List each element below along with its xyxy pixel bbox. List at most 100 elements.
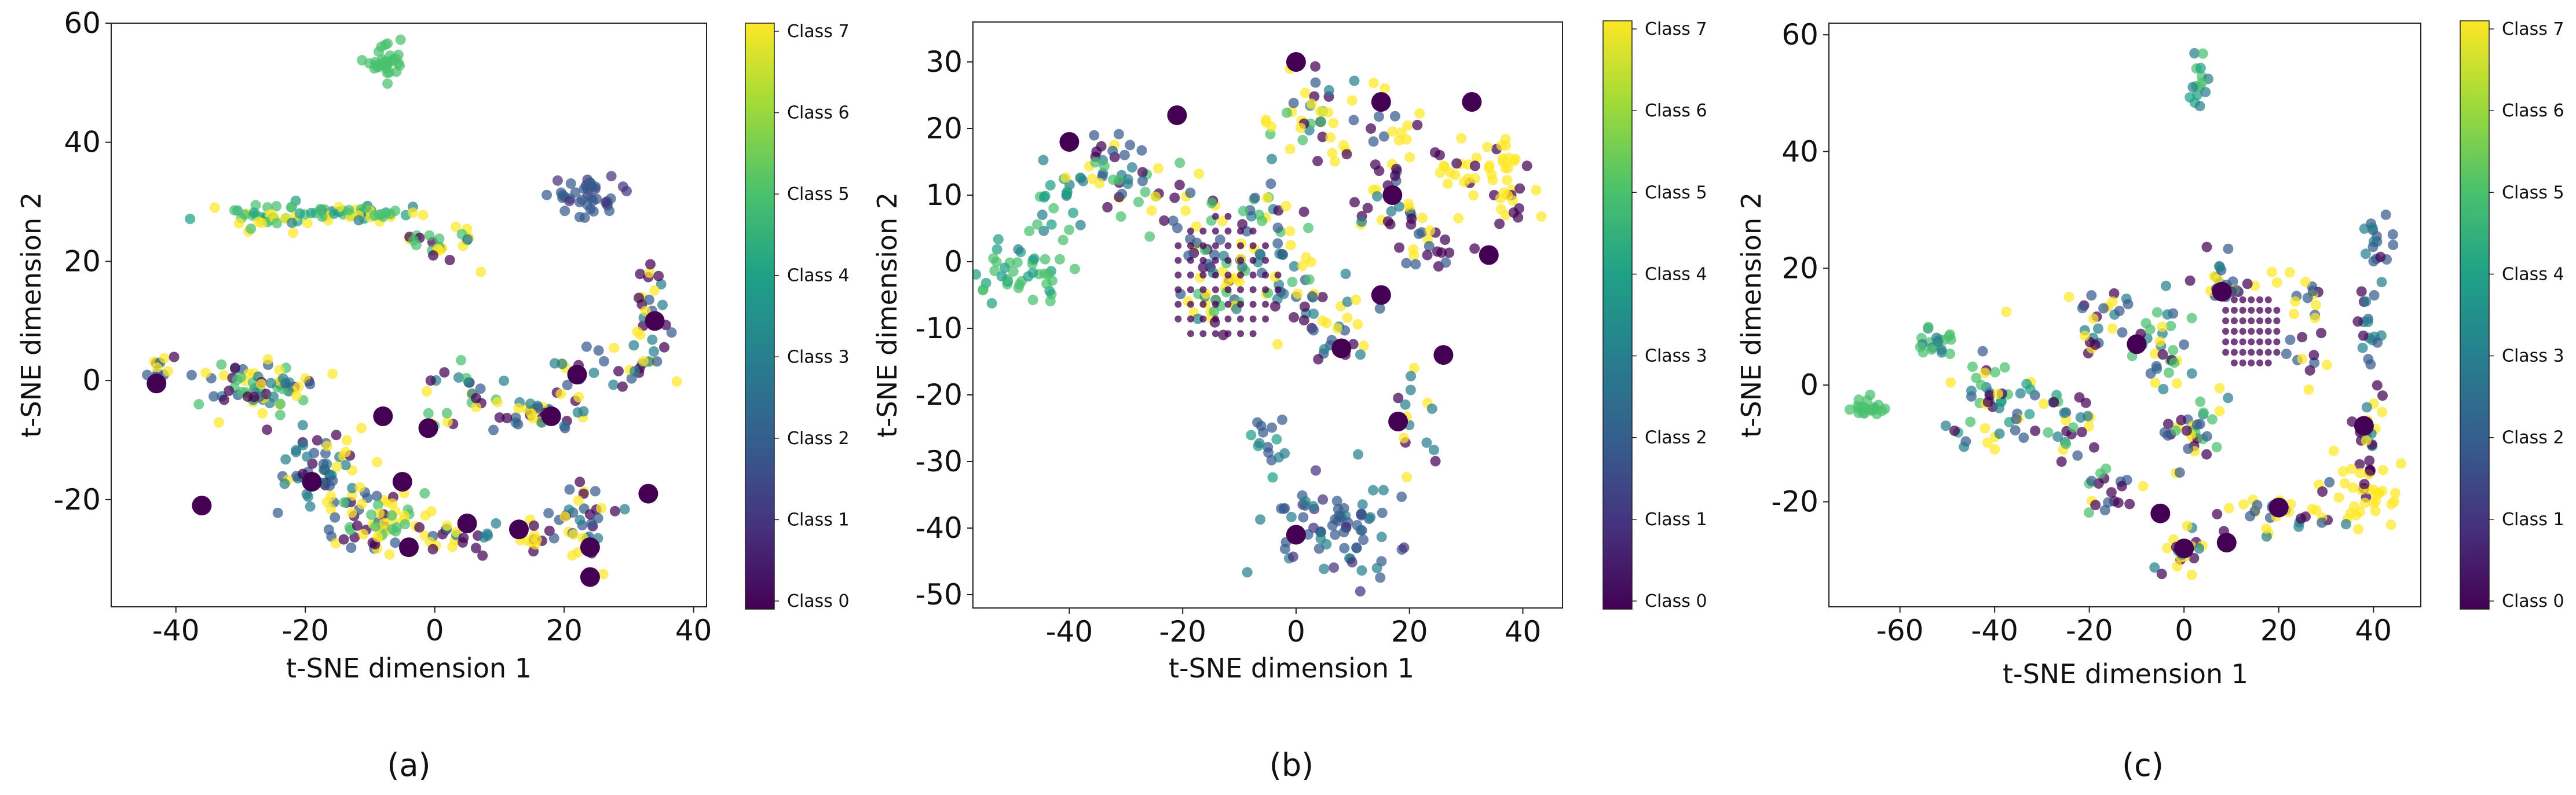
point-a-c9-50 <box>291 445 302 456</box>
point-a-c9-55 <box>372 457 382 468</box>
point-a-c8-42 <box>219 394 229 405</box>
point-a-c10-37 <box>400 519 411 530</box>
point-c-c2-18 <box>1946 334 1956 345</box>
centroid-point-c-5 <box>2127 334 2147 354</box>
point-b-c4-41 <box>1209 306 1220 317</box>
point-b-c8-3 <box>1303 222 1314 233</box>
point-a-c16-32 <box>590 486 601 497</box>
point-c-c1-18 <box>1876 405 1887 416</box>
point-c-c11-17 <box>2316 328 2326 339</box>
point-a-c5-21 <box>645 259 656 270</box>
grid-point-b-0-24 <box>1212 301 1219 308</box>
point-b-c9-22 <box>1332 323 1343 334</box>
x-tick-label-a-4: 40 <box>675 614 712 647</box>
point-b-c1-24 <box>1037 210 1048 220</box>
grid-point-b-0-39 <box>1224 213 1232 220</box>
point-b-c2-18 <box>1115 211 1126 222</box>
point-b-c6-14 <box>1316 116 1327 127</box>
colorbar-labels-b: Class 0 Class 1 Class 2 Class 3 Class 4 Class… <box>1632 19 1707 611</box>
point-b-c4-42 <box>1191 237 1202 248</box>
point-c-c8-33 <box>2170 425 2181 436</box>
point-c-c5-12 <box>2124 499 2135 510</box>
point-b-c8-26 <box>1299 301 1310 312</box>
grid-point-b-0-2 <box>1174 286 1182 294</box>
point-a-c1-36 <box>233 218 244 229</box>
point-c-c6-4 <box>2107 323 2118 334</box>
point-b-c3-12 <box>1191 221 1202 232</box>
point-a-c8-50 <box>230 362 240 373</box>
point-c-c6-16 <box>2117 327 2128 338</box>
point-a-c14-12 <box>557 358 568 369</box>
point-b-c7-17 <box>1396 127 1407 138</box>
point-a-c13-19 <box>488 424 499 435</box>
point-b-c13-2 <box>1531 185 1542 196</box>
point-c-c6-23 <box>2090 339 2101 350</box>
x-ticks-a: -40 -20 0 20 40 <box>152 607 712 647</box>
point-c-c8-34 <box>2159 427 2170 438</box>
point-b-c10-22 <box>1394 242 1404 253</box>
point-b-c6-30 <box>1281 107 1292 118</box>
point-c-c6-17 <box>2077 303 2088 314</box>
grid-point-c-0-36 <box>2264 328 2272 335</box>
point-c-c16-7 <box>2324 477 2335 488</box>
point-a-c16-25 <box>592 512 603 523</box>
point-a-c10-39 <box>387 498 398 509</box>
grid-point-c-0-42 <box>2273 328 2281 335</box>
panel-b: -40 -20 0 20 40 -50 -40 -30 -20 -10 0 10 20 30 t-SNE… <box>872 19 1707 783</box>
point-b-c12-39 <box>1469 160 1480 171</box>
point-c-c7-22 <box>2154 336 2165 347</box>
x-tick-label-a-0: -40 <box>152 614 200 647</box>
point-b-c9-10 <box>1319 344 1330 355</box>
point-c-c8-21 <box>2172 378 2182 389</box>
centroid-point-a-0 <box>147 373 167 394</box>
point-b-c0-5 <box>1012 257 1023 268</box>
point-c-c4-17 <box>2018 432 2029 443</box>
point-a-c1-3 <box>271 201 282 212</box>
grid-point-c-0-37 <box>2264 317 2272 325</box>
point-c-c11-8 <box>2311 300 2321 310</box>
point-a-c13-7 <box>513 419 524 430</box>
grid-point-b-0-44 <box>1237 272 1244 279</box>
point-c-c5-8 <box>2090 500 2101 511</box>
grid-point-c-0-15 <box>2239 328 2246 335</box>
point-c-c7-25 <box>2151 307 2162 318</box>
point-a-c9-49 <box>325 490 336 501</box>
point-b-c0-6 <box>986 298 997 309</box>
point-b-c5-10 <box>1273 205 1284 216</box>
plot-area-c <box>1845 48 2406 580</box>
point-a-c6-10 <box>608 379 619 390</box>
point-a-c0-22 <box>393 49 404 60</box>
point-a-c2-23 <box>287 217 298 228</box>
point-b-c13-9 <box>1502 175 1513 186</box>
point-a-c10-65 <box>426 506 437 517</box>
grid-point-c-0-19 <box>2248 359 2255 367</box>
point-a-c5-16 <box>634 292 644 303</box>
point-c-c15-18 <box>2390 488 2401 499</box>
point-a-c8-56 <box>275 398 286 409</box>
point-c-c3-26 <box>2001 306 2012 317</box>
point-b-c5-13 <box>1272 222 1283 233</box>
centroid-point-c-1 <box>2174 538 2194 559</box>
point-c-c7-7 <box>2179 339 2190 350</box>
point-b-c8-8 <box>1304 274 1315 285</box>
point-a-c16-27 <box>548 533 559 544</box>
point-b-c6-23 <box>1310 61 1321 72</box>
point-c-c5-17 <box>2086 475 2097 486</box>
point-c-c12-10 <box>2360 248 2371 259</box>
point-a-c1-4 <box>209 202 220 213</box>
point-a-c10-47 <box>330 538 341 549</box>
point-c-c3-36 <box>1989 444 2000 455</box>
point-b-c9-9 <box>1352 319 1363 330</box>
colorbar-label-a-0: Class 0 <box>787 591 850 611</box>
centroid-point-a-2 <box>302 472 322 492</box>
point-b-c6-21 <box>1368 78 1379 89</box>
point-a-c0-5 <box>395 34 406 45</box>
point-c-c15-38 <box>2389 496 2400 507</box>
point-b-c15-10 <box>1254 438 1265 449</box>
centroid-point-c-0 <box>2150 503 2171 523</box>
grid-point-b-0-62 <box>1274 286 1282 294</box>
point-b-c0-18 <box>1058 235 1069 246</box>
point-c-c11-18 <box>2281 349 2292 360</box>
grid-point-b-0-9 <box>1187 286 1194 294</box>
point-a-c2-44 <box>369 210 380 221</box>
